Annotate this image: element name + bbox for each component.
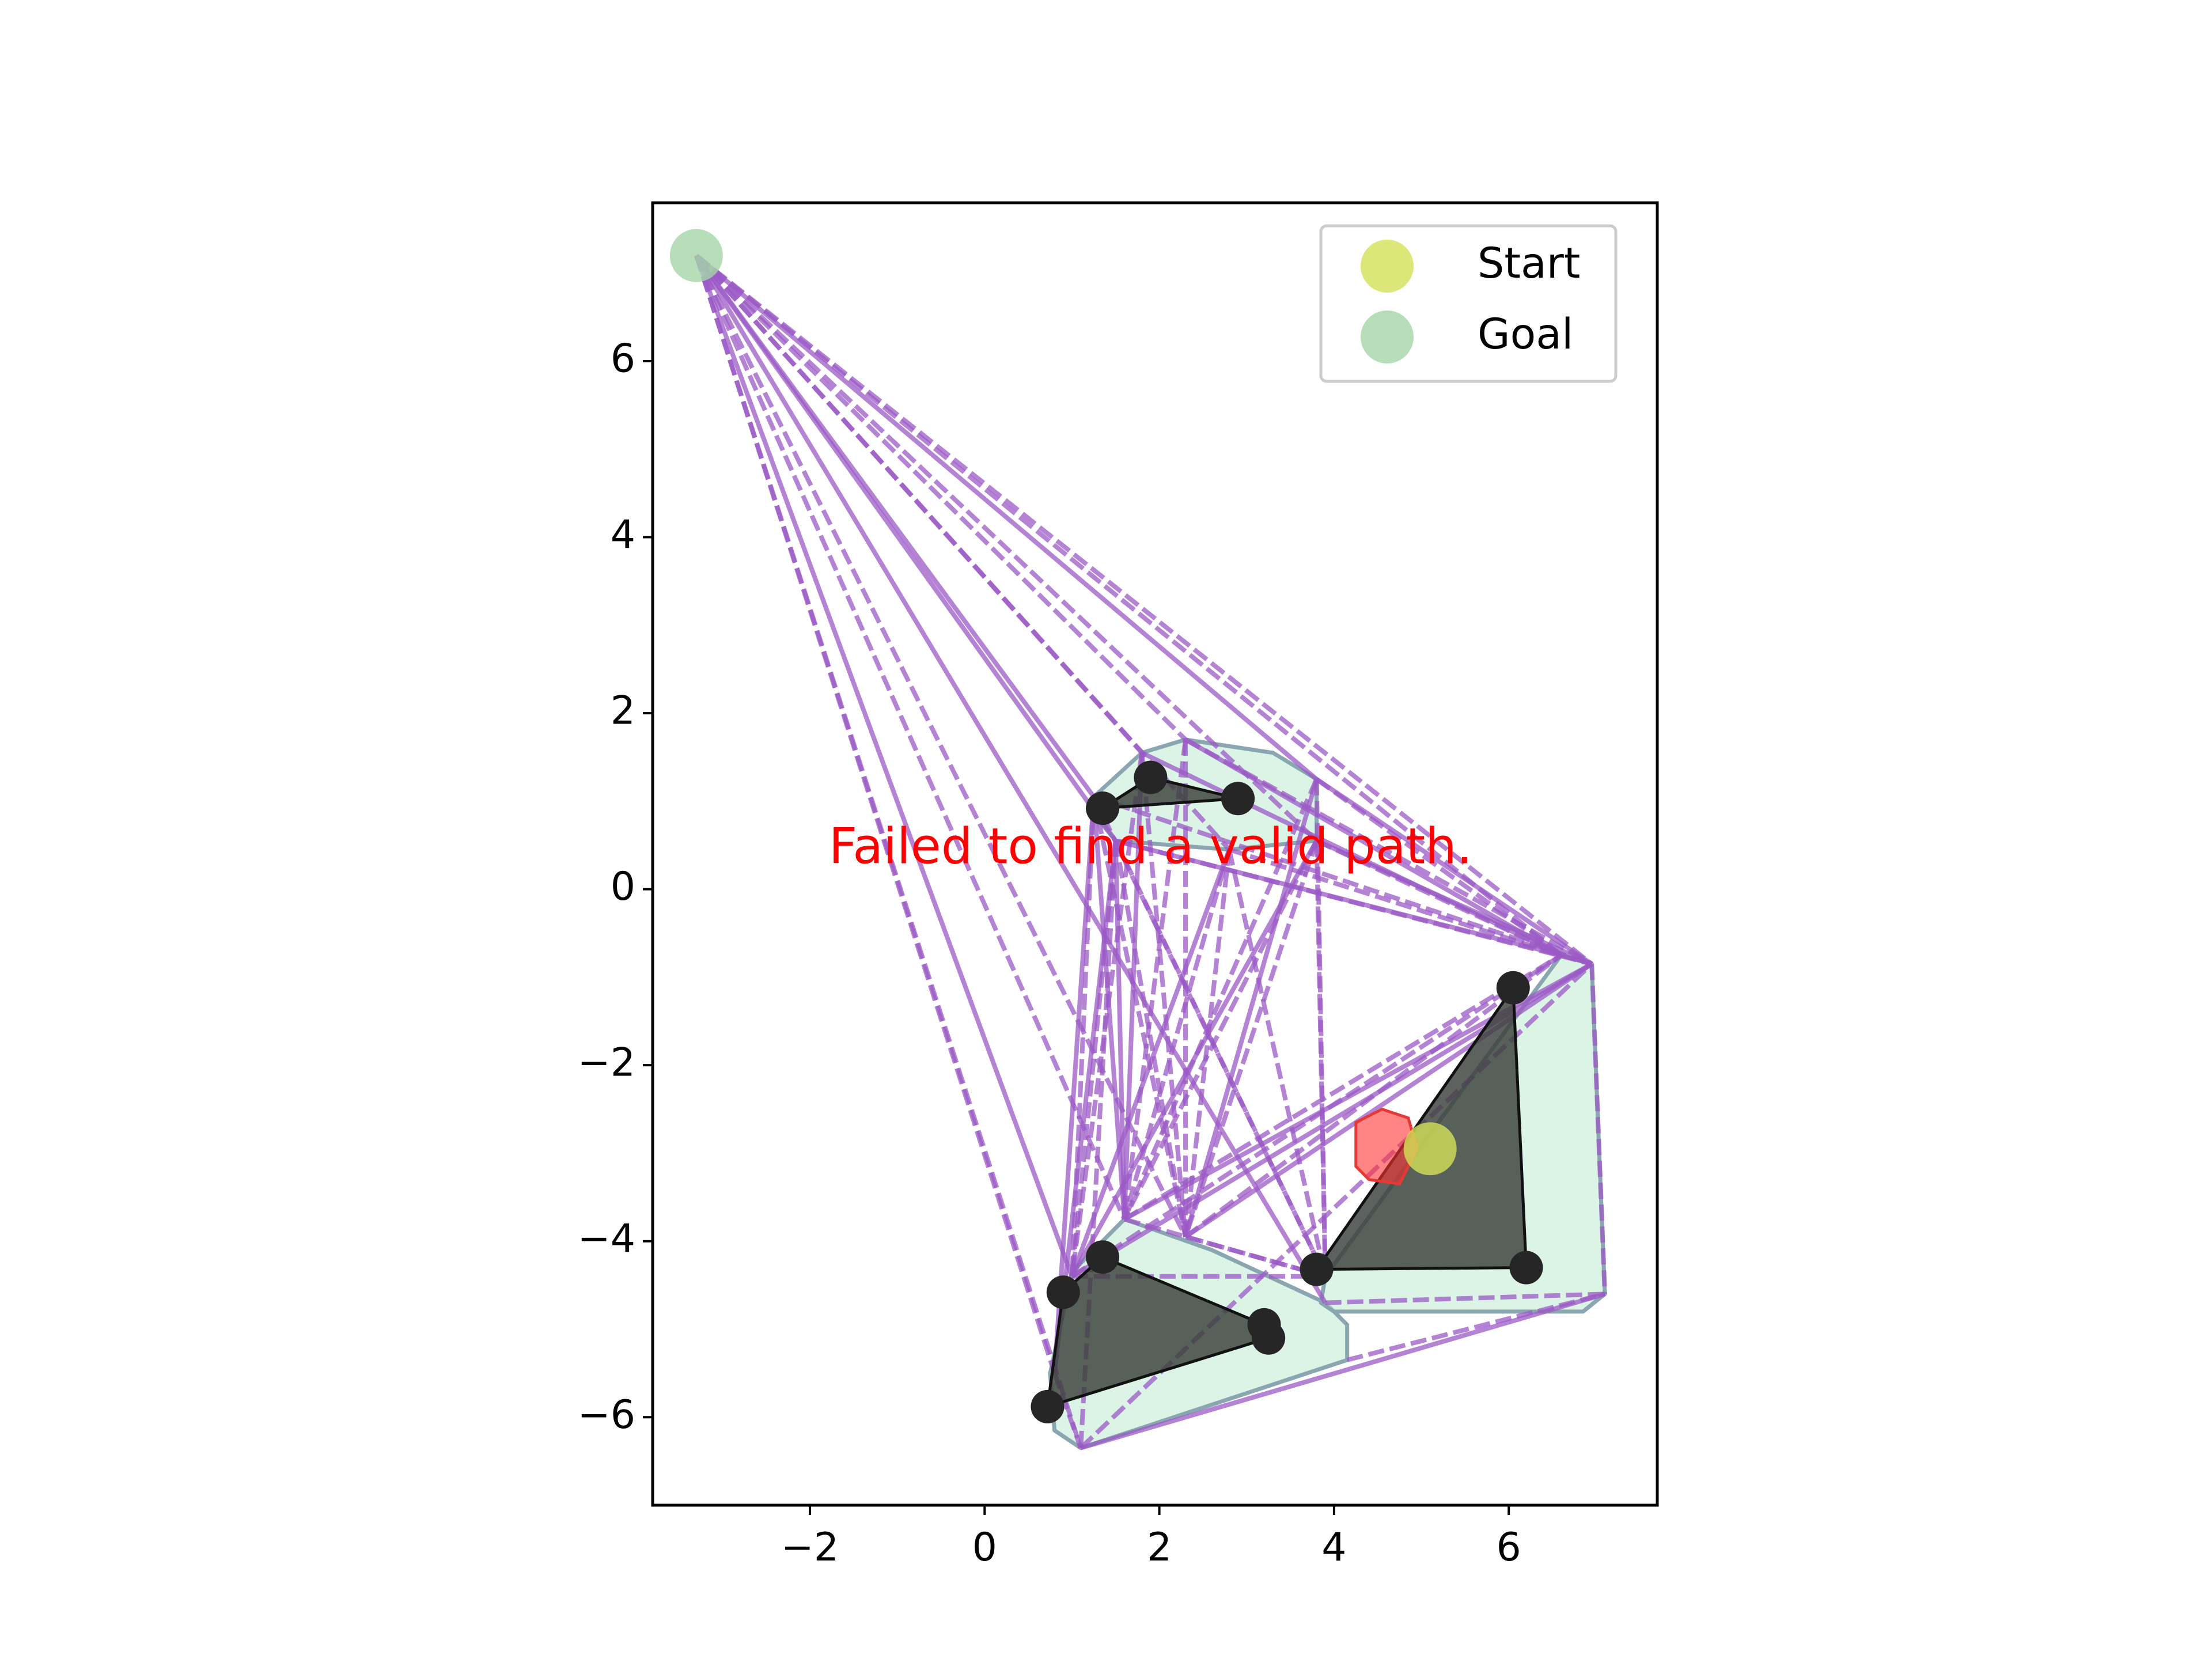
- graph-edge: [1325, 1291, 1605, 1305]
- graph-edge: [1122, 778, 1319, 1221]
- graph-edge: [695, 253, 1187, 741]
- x-tick-label: 4: [1321, 1525, 1346, 1570]
- graph-edge: [1139, 752, 1188, 1237]
- graph-edge: [1184, 962, 1593, 1239]
- obstacle-vertex-point: [1496, 971, 1530, 1005]
- graph-edge: [1183, 778, 1319, 1238]
- graph-edge: [1183, 840, 1319, 1238]
- goal-point: [669, 229, 723, 282]
- axes-frame: [651, 201, 1659, 1507]
- graph-edge: [1123, 953, 1563, 1221]
- y-tick-label: 2: [611, 688, 635, 734]
- y-tick-label: −4: [578, 1216, 635, 1262]
- graph-edge: [1122, 849, 1232, 1220]
- obstacle-vertex-point: [1252, 1321, 1286, 1355]
- graph-edge: [1113, 840, 1127, 1219]
- legend-goal-marker: [1361, 310, 1414, 363]
- y-tick-label: 4: [611, 512, 635, 558]
- obstacle-vertex-point: [1046, 1275, 1080, 1309]
- graph-edge: [1315, 777, 1593, 966]
- x-tick-label: 6: [1497, 1525, 1521, 1570]
- graph-edge: [1070, 849, 1232, 1278]
- graph-edge: [1069, 752, 1145, 1277]
- graph-edge: [694, 254, 1188, 1238]
- y-tick-label: 0: [611, 864, 635, 910]
- obstacle-vertex-point: [1221, 782, 1255, 816]
- visibility-graph: [694, 253, 1608, 1450]
- plot-area: [669, 229, 1608, 1450]
- graph-edge: [695, 253, 1593, 966]
- graph-edge: [694, 254, 1118, 842]
- graph-edge: [1115, 838, 1593, 967]
- x-tick-label: −2: [781, 1525, 839, 1570]
- y-tick-label: 6: [611, 336, 635, 382]
- graph-edge: [1314, 840, 1328, 1277]
- x-axis: −2 0 2 4 6: [781, 1505, 1521, 1570]
- graph-edge: [1122, 739, 1188, 1220]
- graph-edge: [1560, 953, 1593, 967]
- graph-edge: [694, 254, 1328, 1304]
- legend-goal-label: Goal: [1478, 310, 1573, 359]
- graph-edge: [694, 255, 1057, 1374]
- graph-edge: [694, 255, 1074, 1278]
- legend-start-marker: [1361, 240, 1414, 293]
- graph-edge: [1227, 849, 1328, 1277]
- graph-edge: [1070, 953, 1563, 1279]
- robot-footprint: [1354, 1107, 1419, 1186]
- graph-edge: [1113, 840, 1188, 1237]
- graph-edge: [1122, 839, 1319, 1221]
- graph-edge: [695, 253, 1319, 781]
- obstacle: [1101, 776, 1240, 810]
- y-tick-label: −2: [578, 1040, 635, 1086]
- graph-edge: [1589, 964, 1608, 1294]
- legend-start-label: Start: [1478, 239, 1580, 288]
- graph-edge: [1070, 839, 1319, 1278]
- obstacle-vertex-point: [1086, 791, 1120, 825]
- graph-edge: [1315, 838, 1593, 967]
- obstacle-vertex-point: [1509, 1251, 1543, 1285]
- obstacle-vertex-point: [1086, 1240, 1120, 1274]
- graph-edge: [1080, 1291, 1606, 1450]
- graph-edge: [694, 253, 1231, 851]
- graph-edge: [1228, 847, 1562, 957]
- y-axis: −6 −4 −2 0 2 4 6: [578, 336, 653, 1438]
- y-tick-label: −6: [578, 1392, 635, 1438]
- graph-edge: [1122, 752, 1145, 1219]
- x-tick-label: 0: [972, 1525, 997, 1570]
- graph-edge: [694, 255, 1127, 1221]
- graph-edge: [1123, 1217, 1326, 1279]
- failure-annotation: Failed to find a valid path.: [829, 817, 1472, 875]
- obstacle-vertex-point: [1300, 1252, 1334, 1286]
- graph-edge: [695, 253, 1319, 843]
- graph-edge: [1091, 796, 1188, 1237]
- graph-edge: [1113, 839, 1328, 1278]
- obstacle-vertex-point: [1031, 1389, 1065, 1423]
- x-tick-label: 2: [1147, 1525, 1172, 1570]
- obstacle-vertex-point: [1134, 760, 1168, 794]
- start-point: [1403, 1122, 1457, 1176]
- legend: Start Goal: [1319, 224, 1618, 383]
